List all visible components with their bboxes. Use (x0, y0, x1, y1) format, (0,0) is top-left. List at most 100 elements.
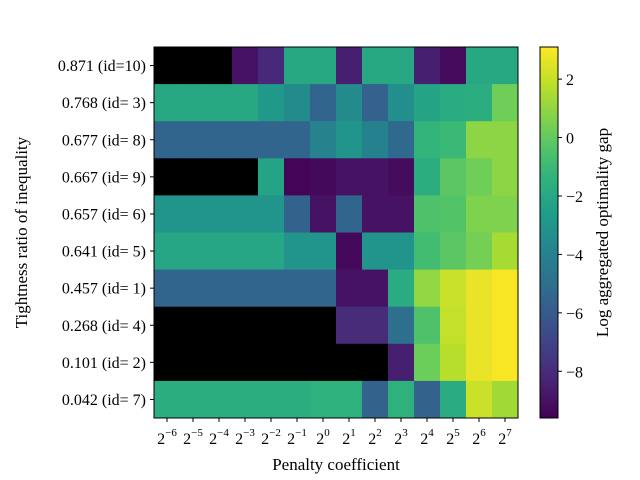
heatmap-cell (336, 232, 363, 270)
heatmap-cell (180, 47, 207, 85)
x-tick-label: 2−5 (183, 427, 203, 448)
heatmap-cell (180, 343, 207, 382)
heatmap-cell (180, 269, 207, 308)
heatmap-cell (414, 232, 441, 270)
heatmap-cell (466, 84, 493, 122)
colorbar-tick-label: 2 (566, 72, 574, 89)
x-axis-label: Penalty coefficient (272, 455, 400, 474)
heatmap-cell (180, 121, 207, 159)
heatmap-cell (388, 158, 415, 196)
heatmap-cell (232, 158, 259, 196)
y-tick-label: 0.657 (id= 6) (62, 206, 146, 223)
heatmap-cell (414, 84, 441, 122)
heatmap-cell (206, 380, 233, 419)
heatmap-cell (258, 306, 285, 345)
heatmap-cell (336, 158, 363, 196)
heatmap-cell (310, 195, 337, 233)
heatmap-cell (388, 47, 415, 85)
heatmap-cell (362, 158, 389, 196)
heatmap-cell (388, 380, 415, 419)
heatmap-cell (414, 195, 441, 233)
colorbar-tick-label: −8 (566, 364, 583, 381)
heatmap-cell (440, 84, 467, 122)
heatmap-cell (258, 84, 285, 122)
heatmap-cell (336, 47, 363, 85)
heatmap-cell (388, 195, 415, 233)
heatmap-cell (492, 158, 519, 196)
heatmap-cell (206, 158, 233, 196)
heatmap-cell (284, 232, 311, 270)
y-tick-label: 0.042 (id= 7) (62, 392, 146, 409)
heatmap-cell (284, 380, 311, 419)
heatmap-cell (414, 269, 441, 308)
heatmap-cell (492, 84, 519, 122)
heatmap-cell (414, 158, 441, 196)
heatmap-cell (336, 343, 363, 382)
colorbar (539, 46, 559, 419)
heatmap-cell (466, 306, 493, 345)
heatmap-cell (440, 121, 467, 159)
heatmap-cell (232, 380, 259, 419)
heatmap-cell (440, 232, 467, 270)
heatmap-cell (154, 380, 181, 419)
heatmap-cell (466, 195, 493, 233)
heatmap-cell (336, 84, 363, 122)
y-tick-label: 0.768 (id= 3) (62, 95, 146, 112)
heatmap-cell (310, 269, 337, 308)
heatmap-cell (414, 47, 441, 85)
heatmap-cell (206, 84, 233, 122)
heatmap-cell (232, 121, 259, 159)
heatmap-cell (206, 269, 233, 308)
x-tick-label: 23 (394, 427, 408, 448)
heatmap-cell (180, 232, 207, 270)
heatmap-cell (284, 306, 311, 345)
heatmap-cell (284, 47, 311, 85)
heatmap-cell (154, 195, 181, 233)
heatmap-cell (206, 306, 233, 345)
x-tick-label: 2−6 (157, 427, 177, 448)
heatmap-cell (180, 195, 207, 233)
heatmap-cell (440, 380, 467, 419)
heatmap-cell (180, 84, 207, 122)
heatmap-cell (154, 158, 181, 196)
y-tick-label: 0.871 (id=10) (58, 58, 146, 75)
heatmap-cell (492, 121, 519, 159)
heatmap-cell (284, 84, 311, 122)
heatmap-cell (206, 195, 233, 233)
heatmap-cell (310, 343, 337, 382)
heatmap-cell (466, 269, 493, 308)
heatmap-cell (284, 343, 311, 382)
heatmap-cell (388, 121, 415, 159)
heatmap-cell (258, 269, 285, 308)
heatmap-cell (362, 121, 389, 159)
x-tick-label: 2−3 (235, 427, 255, 448)
heatmap-cell (310, 380, 337, 419)
heatmap-cell (388, 84, 415, 122)
heatmap-cell (362, 47, 389, 85)
heatmap-cell (284, 158, 311, 196)
heatmap-cell (492, 195, 519, 233)
x-tick-label: 21 (342, 427, 356, 448)
heatmap-cell (440, 158, 467, 196)
heatmap-cell (258, 343, 285, 382)
heatmap-cell (180, 158, 207, 196)
heatmap-cell (440, 195, 467, 233)
y-tick-label: 0.667 (id= 9) (62, 169, 146, 186)
heatmap-cell (232, 47, 259, 85)
heatmap-cell (440, 306, 467, 345)
heatmap-cell (284, 121, 311, 159)
heatmap-cell (310, 84, 337, 122)
x-axis-ticks: 2−6 2−5 2−4 2−3 2−2 2−1 20 21 22 23 24 25 26 27 (157, 418, 512, 448)
heatmap-cell (310, 121, 337, 159)
y-tick-label: 0.677 (id= 8) (62, 132, 146, 149)
heatmap-cell (258, 47, 285, 85)
heatmap-cell (362, 306, 389, 345)
heatmap-cell (284, 195, 311, 233)
y-axis-label: Tightness ratio of inequality (12, 136, 31, 328)
heatmap-cell (492, 232, 519, 270)
heatmap-cell (232, 306, 259, 345)
heatmap-cell (310, 306, 337, 345)
heatmap-cell (336, 269, 363, 308)
heatmap-cell (232, 343, 259, 382)
x-tick-label: 2−1 (287, 427, 307, 448)
